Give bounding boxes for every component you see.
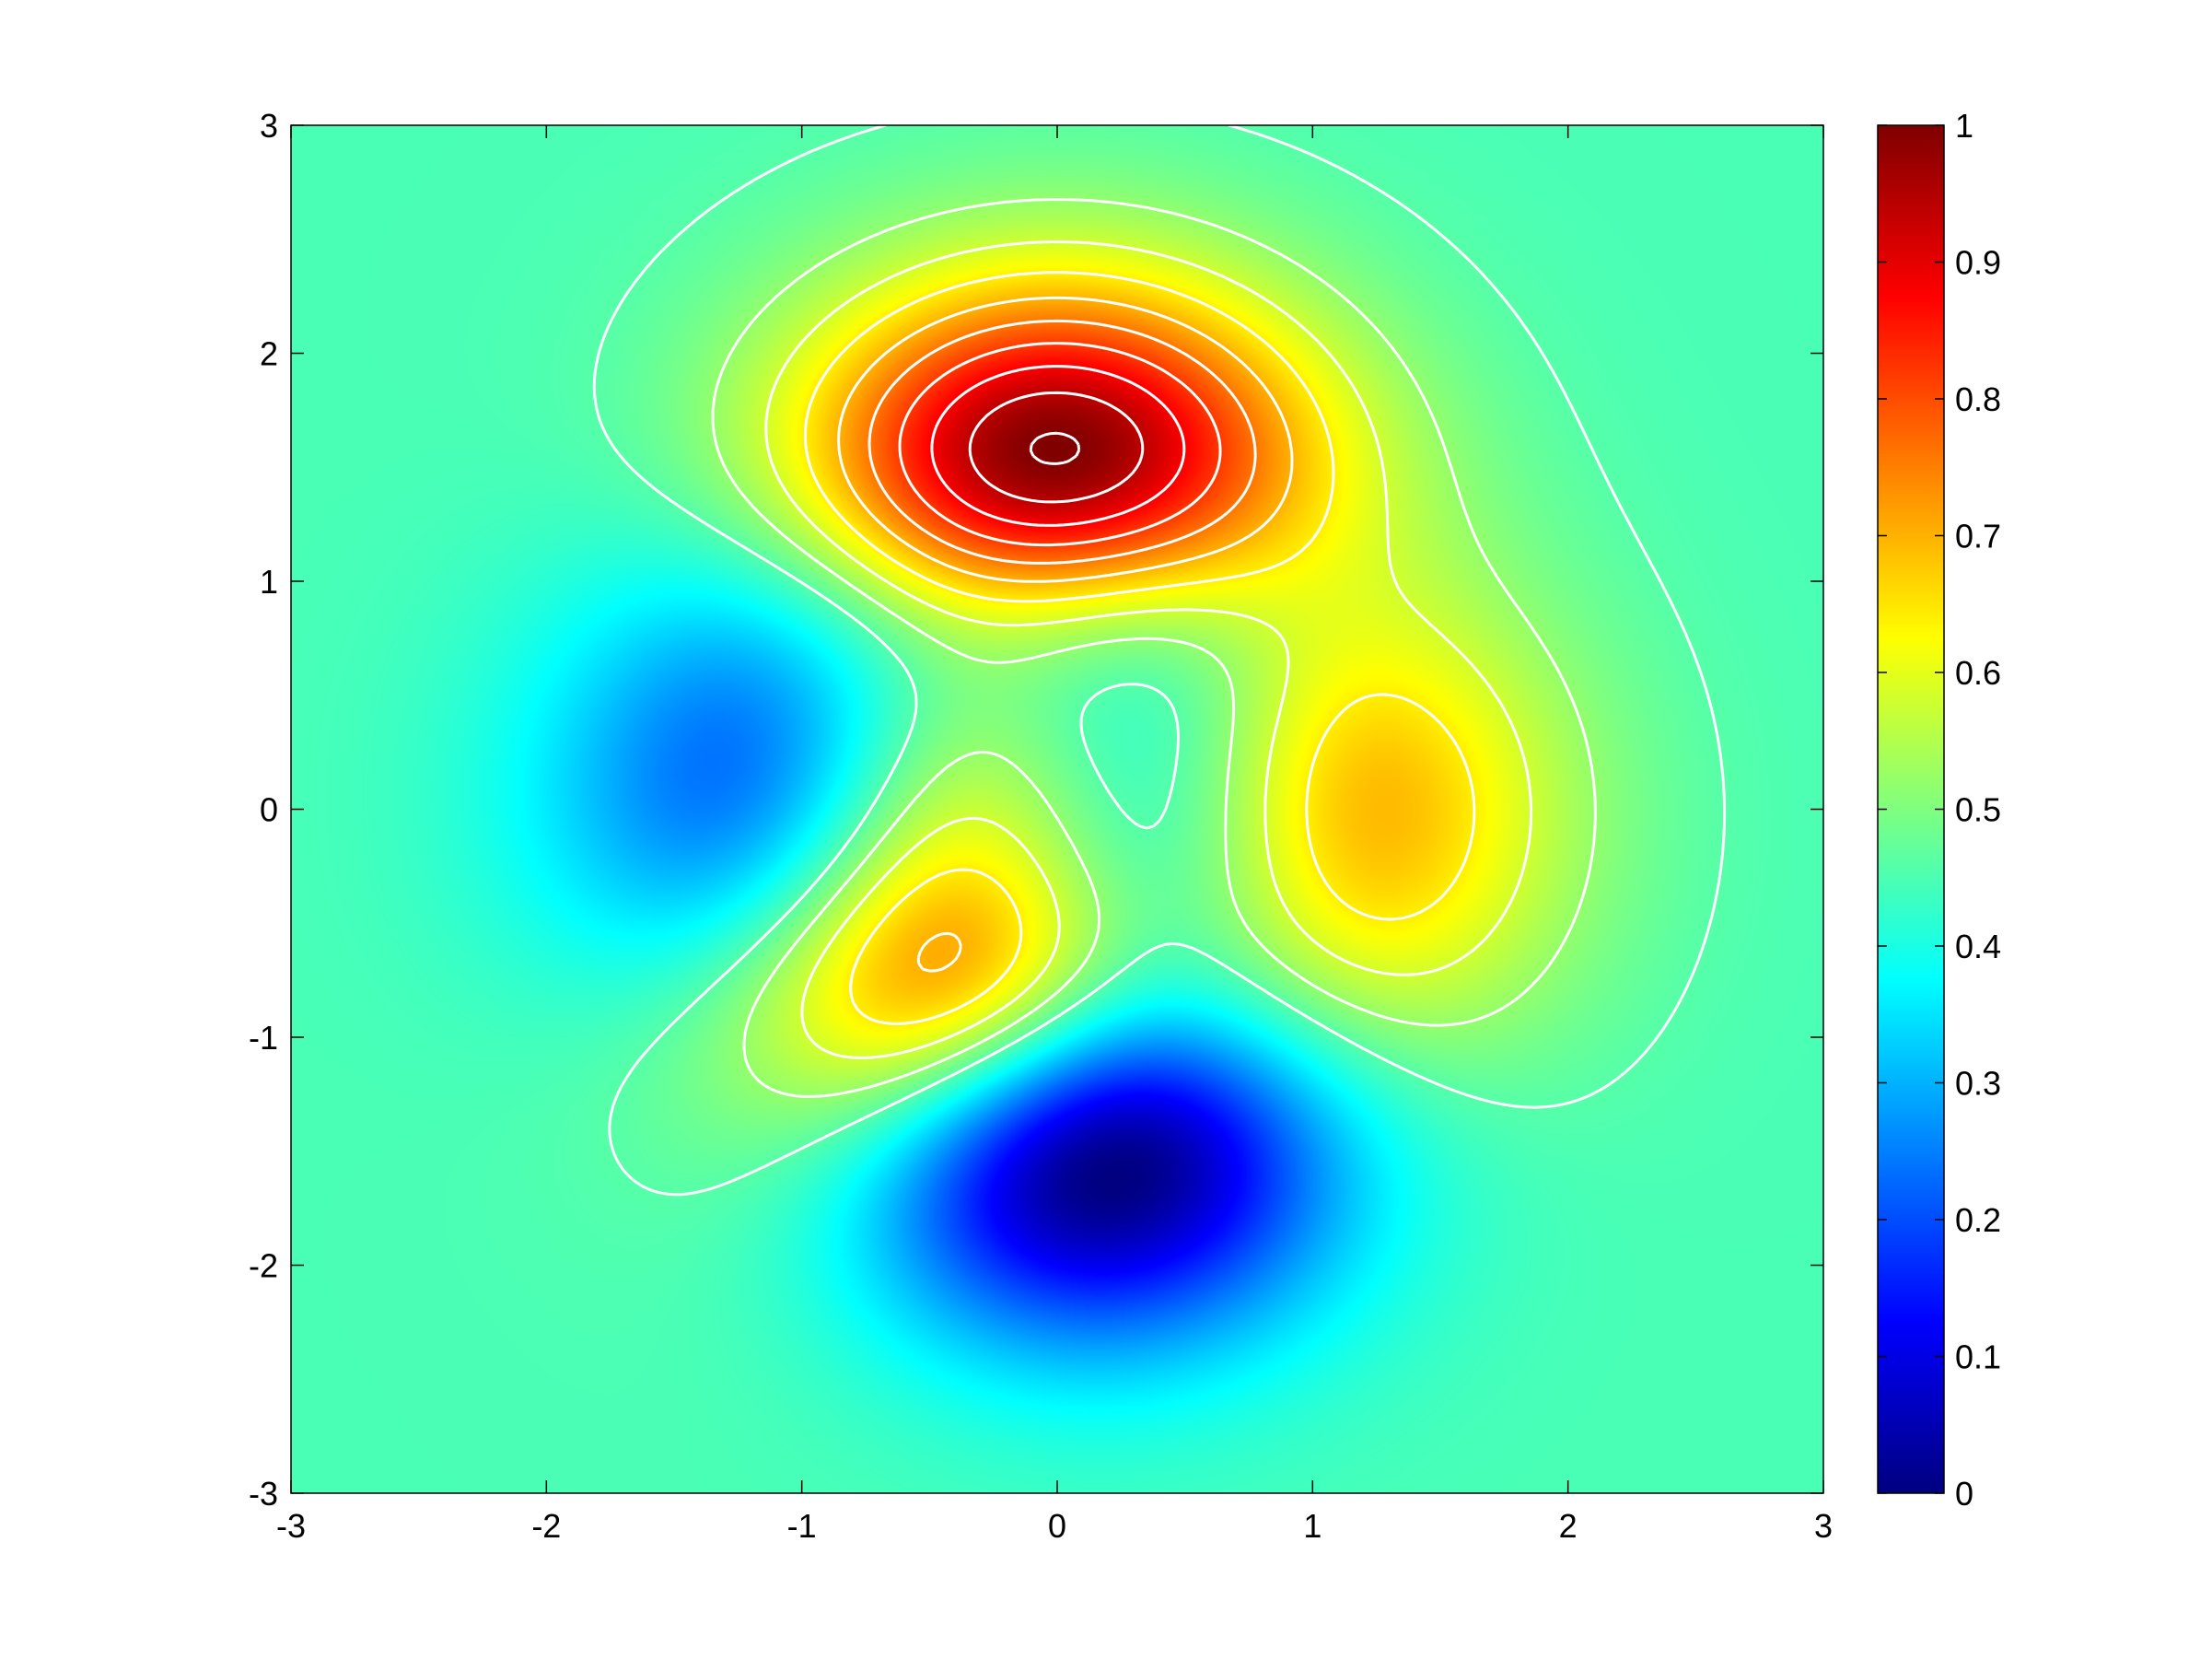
contour-line (764, 240, 1533, 1059)
contour-line (930, 365, 1186, 527)
y-tick-label: 3 (260, 107, 278, 145)
y-tick-label: -3 (249, 1475, 278, 1513)
contour-line (803, 271, 1476, 1025)
x-tick-label: -3 (276, 1507, 306, 1545)
y-tick-label: 2 (260, 335, 278, 373)
colorbar-tick-label: 0.2 (1955, 1201, 2001, 1239)
contour-lines (592, 123, 1727, 1197)
y-axis: -3 -2 -1 0 1 2 3 (249, 107, 1823, 1513)
x-axis: -3 -2 -1 0 1 2 3 (276, 125, 1833, 1545)
y-tick-label: -2 (249, 1247, 278, 1285)
x-tick-label: -2 (531, 1507, 561, 1545)
colorbar-gradient (1878, 125, 1944, 1493)
contour-line (592, 123, 1727, 1197)
colorbar-tick-label: 0.1 (1955, 1338, 2001, 1376)
colorbar-tick-label: 0.5 (1955, 791, 2001, 829)
colorbar-axis: 0 0.1 0.2 0.3 0.4 0.5 0.6 0.7 0.8 0.9 1 (1878, 107, 2001, 1513)
colorbar-frame (1877, 124, 1945, 1494)
colorbar-tick-label: 0.9 (1955, 244, 2001, 282)
heatmap-surface (291, 125, 1823, 1493)
contour-line (1029, 431, 1081, 465)
colorbar-tick-label: 0 (1955, 1475, 1973, 1513)
x-tick-label: 1 (1303, 1507, 1321, 1545)
colorbar-tick-label: 0.7 (1955, 518, 2001, 555)
contour-line (968, 391, 1145, 504)
colorbar-tick-label: 0.4 (1955, 928, 2001, 965)
y-tick-label: -1 (249, 1019, 278, 1057)
y-tick-label: 1 (260, 563, 278, 601)
colorbar-tick-label: 0.3 (1955, 1065, 2001, 1103)
y-tick-label: 0 (260, 791, 278, 829)
x-tick-label: 3 (1814, 1507, 1833, 1545)
contour-line (837, 296, 1294, 973)
x-tick-label: -1 (787, 1507, 817, 1545)
contour-line (867, 319, 1257, 565)
plot-frame (290, 124, 1824, 1494)
colorbar-tick-label: 1 (1955, 107, 1973, 145)
colorbar-tick-label: 0.8 (1955, 380, 2001, 418)
colorbar-tick-label: 0.6 (1955, 654, 2001, 692)
contour-line (898, 342, 1222, 547)
contour-line (711, 198, 1597, 1098)
x-tick-label: 2 (1559, 1507, 1578, 1545)
x-tick-label: 0 (1048, 1507, 1066, 1545)
